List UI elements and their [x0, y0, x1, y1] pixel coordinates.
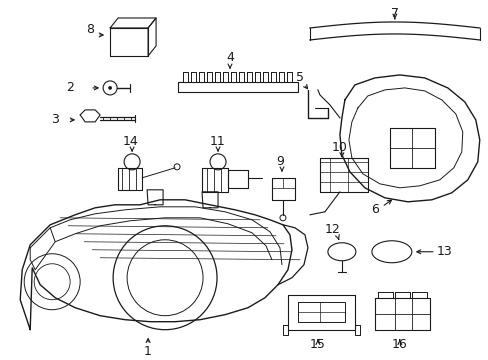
- Text: 3: 3: [51, 113, 59, 126]
- Circle shape: [108, 86, 111, 89]
- Text: 14: 14: [122, 135, 138, 148]
- Text: 15: 15: [309, 338, 325, 351]
- Text: 5: 5: [295, 71, 304, 85]
- Text: 13: 13: [436, 245, 452, 258]
- Text: 10: 10: [331, 141, 347, 154]
- Text: 7: 7: [390, 8, 398, 21]
- Text: 4: 4: [225, 51, 233, 64]
- Text: 11: 11: [210, 135, 225, 148]
- Text: 2: 2: [66, 81, 74, 94]
- Text: 6: 6: [370, 203, 378, 216]
- Text: 1: 1: [144, 345, 152, 358]
- Text: 16: 16: [391, 338, 407, 351]
- Text: 12: 12: [325, 223, 340, 236]
- Text: 8: 8: [86, 23, 94, 36]
- Text: 9: 9: [275, 156, 284, 168]
